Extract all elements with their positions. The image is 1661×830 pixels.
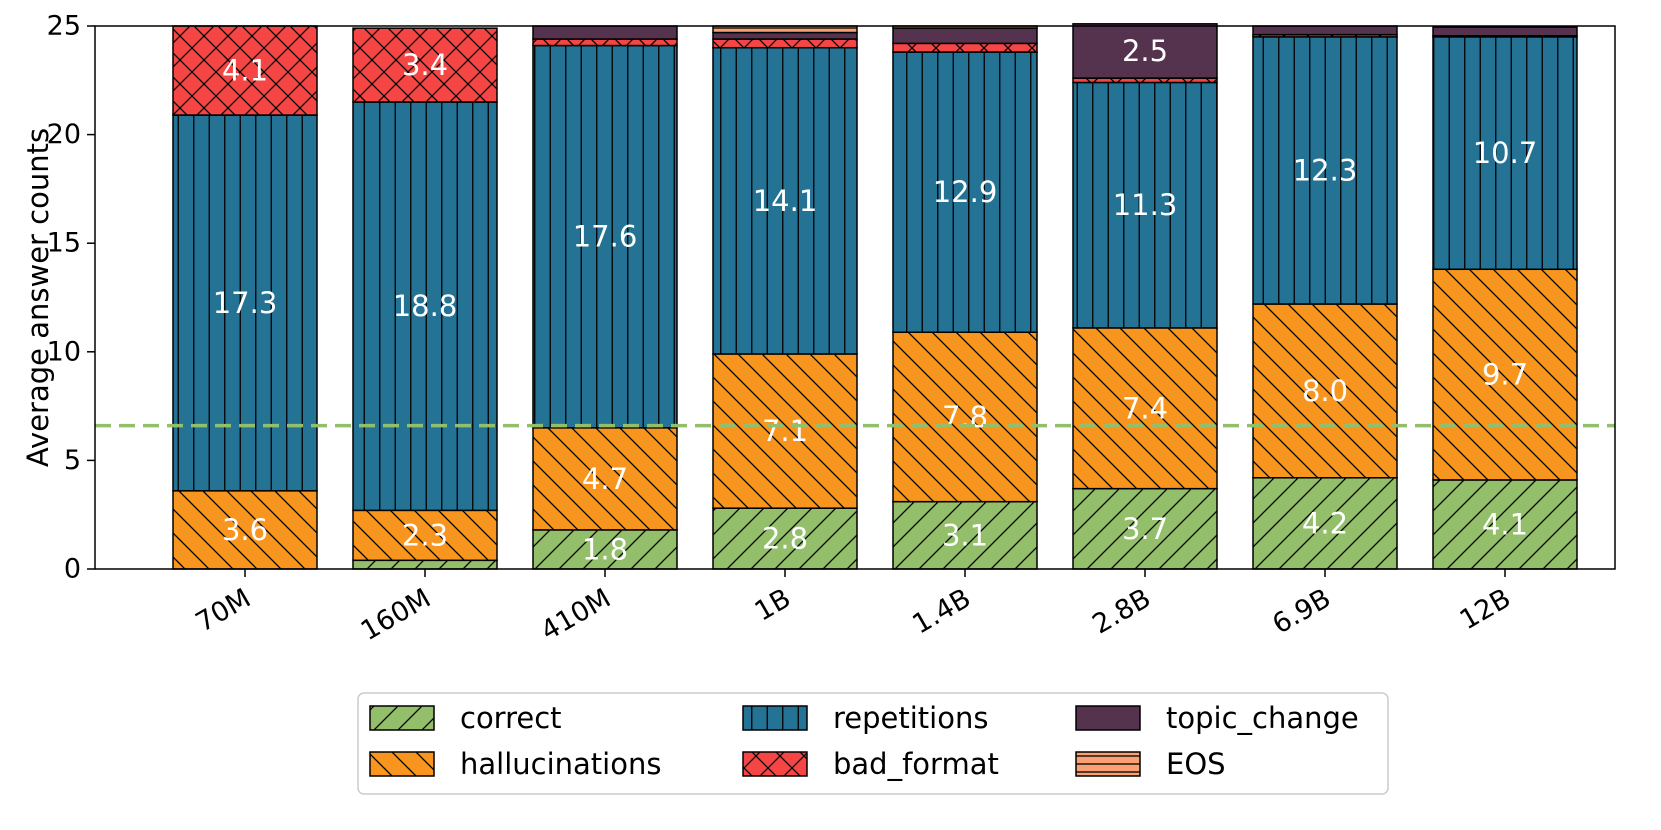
y-tick-label: 20 [47, 119, 81, 150]
x-tick-label: 1.4B [907, 583, 976, 641]
data-label: 3.4 [402, 48, 448, 82]
bar-correct-160M [352, 559, 498, 570]
bar-correct-12B [1432, 479, 1578, 570]
y-tick-label: 15 [47, 228, 81, 259]
bar-repetitions-410M [532, 44, 678, 429]
data-label: 7.8 [942, 400, 988, 434]
bar-hallucinations-1B [712, 353, 858, 509]
data-label: 7.1 [762, 414, 808, 448]
bar-repetitions-70M [172, 114, 318, 492]
bar-repetitions-6-9B [1252, 36, 1398, 305]
bar-topic-change-6-9B [1252, 25, 1398, 36]
data-label: 2.5 [1122, 34, 1168, 68]
data-label: 11.3 [1113, 188, 1178, 222]
bar-bad-format-1-4B [892, 42, 1038, 53]
bar-bad-format-70M [172, 25, 318, 116]
legend-label: correct [460, 701, 562, 735]
axes-frame [94, 25, 1616, 570]
bar-correct-410M [532, 529, 678, 570]
legend-label: hallucinations [460, 747, 661, 781]
bar-topic-change-12B [1432, 26, 1578, 37]
bar-bad-format-160M [352, 27, 498, 103]
legend-item-repetitions: repetitions [742, 701, 988, 735]
data-label: 12.3 [1293, 153, 1358, 187]
data-label: 2.3 [402, 518, 448, 552]
x-tick-label: 1B [750, 583, 796, 628]
x-tick-label: 70M [191, 583, 256, 639]
bar-topic-change-410M [532, 25, 678, 40]
x-tick-label: 2.8B [1087, 583, 1156, 641]
data-label: 14.1 [753, 184, 818, 218]
legend-item-topic-change: topic_change [1075, 701, 1359, 735]
y-tick-label: 5 [64, 445, 81, 476]
bar-hallucinations-410M [532, 427, 678, 531]
data-label: 7.4 [1122, 391, 1168, 425]
legend-item-hallucinations: hallucinations [369, 747, 661, 781]
bar-repetitions-12B [1432, 36, 1578, 271]
y-tick-label: 10 [47, 336, 81, 367]
data-label: 17.3 [213, 286, 278, 320]
data-label: 12.9 [933, 175, 998, 209]
y-tick-label: 0 [64, 554, 81, 585]
legend-item-correct: correct [369, 701, 562, 735]
bar-correct-6-9B [1252, 477, 1398, 570]
x-tick-label: 410M [536, 583, 616, 647]
bar-topic-change-2-8B [1072, 23, 1218, 79]
bar-repetitions-1B [712, 46, 858, 355]
legend-item-eos: EOS [1075, 747, 1226, 781]
data-label: 4.2 [1302, 506, 1348, 540]
data-label: 3.6 [222, 513, 268, 547]
bar-repetitions-1-4B [892, 51, 1038, 334]
legend-item-bad-format: bad_format [742, 747, 999, 781]
legend-swatch [1076, 706, 1140, 730]
bar-hallucinations-1-4B [892, 331, 1038, 503]
legend-label: EOS [1166, 747, 1226, 781]
data-label: 4.1 [222, 54, 268, 88]
legend-label: repetitions [833, 701, 988, 735]
x-tick-label: 160M [356, 583, 436, 647]
data-label: 2.8 [762, 522, 808, 556]
data-label: 17.6 [573, 220, 638, 254]
bar-correct-1B [712, 507, 858, 570]
data-label: 8.0 [1302, 374, 1348, 408]
data-label: 4.7 [582, 462, 628, 496]
bar-hallucinations-70M [172, 490, 318, 570]
data-label: 10.7 [1473, 136, 1538, 170]
bar-bad-format-410M [532, 38, 678, 47]
x-tick-label: 6.9B [1267, 583, 1336, 641]
bar-topic-change-1-4B [892, 27, 1038, 45]
y-tick-label: 25 [47, 11, 81, 42]
bar-hallucinations-12B [1432, 268, 1578, 481]
plot-area: 3.6 17.3 4.1 2.3 18.8 3.4 1.8 4.7 17.6 2.8 7.1 14.1… [21, 11, 1616, 647]
data-label: 1.8 [582, 532, 628, 566]
bar-eos-1B [712, 25, 858, 34]
bar-repetitions-2-8B [1072, 81, 1218, 329]
legend: correct hallucinations repetitions bad_form… [357, 692, 1389, 795]
data-label: 18.8 [393, 289, 458, 323]
bar-hallucinations-160M [352, 509, 498, 562]
bar-hallucinations-6-9B [1252, 303, 1398, 479]
legend-label: bad_format [833, 747, 999, 781]
bar-correct-1-4B [892, 500, 1038, 570]
data-label: 3.7 [1122, 512, 1168, 546]
data-label: 4.1 [1482, 507, 1528, 541]
y-axis-title: Average answer counts [21, 128, 55, 467]
data-label: 3.1 [942, 518, 988, 552]
x-tick-label: 12B [1455, 583, 1516, 636]
data-label: 9.7 [1482, 358, 1528, 392]
bar-topic-change-1B [712, 31, 858, 40]
legend-label: topic_change [1166, 701, 1359, 735]
bar-bad-format-1B [712, 38, 858, 49]
